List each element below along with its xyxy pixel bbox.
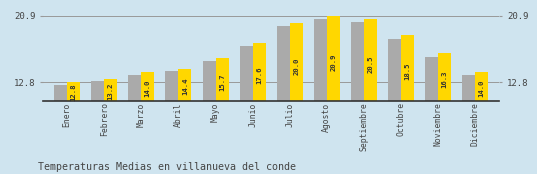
Bar — [104, 79, 117, 101]
Text: 16.3: 16.3 — [441, 71, 448, 88]
Text: 20.9: 20.9 — [330, 54, 336, 71]
Text: 15.7: 15.7 — [219, 73, 225, 90]
Bar — [215, 58, 229, 101]
Bar — [91, 81, 104, 101]
Bar — [178, 69, 191, 101]
Bar — [327, 16, 340, 101]
Bar — [277, 26, 290, 101]
Bar — [438, 53, 451, 101]
Bar — [202, 61, 215, 101]
Text: 14.4: 14.4 — [182, 78, 188, 95]
Bar — [165, 72, 178, 101]
Text: 20.0: 20.0 — [293, 57, 299, 75]
Text: 14.0: 14.0 — [145, 79, 151, 97]
Bar — [475, 72, 488, 101]
Bar — [351, 22, 364, 101]
Text: 13.2: 13.2 — [108, 82, 114, 100]
Bar — [314, 19, 327, 101]
Bar — [240, 46, 252, 101]
Bar — [128, 75, 141, 101]
Bar — [388, 39, 401, 101]
Text: 17.6: 17.6 — [256, 66, 262, 84]
Bar — [401, 35, 414, 101]
Bar — [462, 75, 475, 101]
Bar — [290, 23, 303, 101]
Bar — [425, 57, 438, 101]
Bar — [252, 43, 266, 101]
Text: Temperaturas Medias en villanueva del conde: Temperaturas Medias en villanueva del co… — [38, 162, 295, 172]
Text: 20.5: 20.5 — [367, 55, 373, 73]
Bar — [364, 19, 377, 101]
Text: 18.5: 18.5 — [404, 63, 411, 80]
Bar — [54, 85, 67, 101]
Bar — [141, 72, 154, 101]
Text: 14.0: 14.0 — [479, 79, 485, 97]
Text: 12.8: 12.8 — [70, 84, 77, 101]
Bar — [67, 82, 80, 101]
